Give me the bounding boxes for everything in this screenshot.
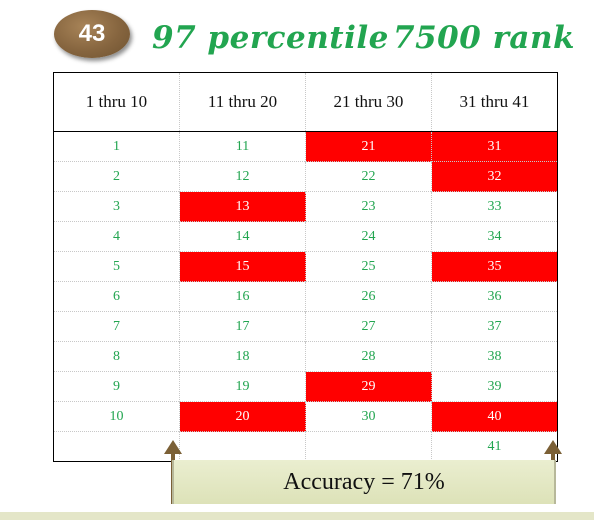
table-row: 6 16 26 36 bbox=[53, 281, 558, 312]
question-cell: 30 bbox=[305, 401, 432, 432]
question-cell: 38 bbox=[431, 341, 558, 372]
question-cell bbox=[53, 431, 180, 462]
question-cell: 16 bbox=[179, 281, 306, 312]
question-number-badge: 43 bbox=[54, 10, 130, 58]
question-cell-missed: 40 bbox=[431, 401, 558, 432]
question-cell: 24 bbox=[305, 221, 432, 252]
accuracy-banner: Accuracy = 71% bbox=[172, 460, 556, 504]
question-cell-missed: 29 bbox=[305, 371, 432, 402]
question-cell-missed: 35 bbox=[431, 251, 558, 282]
question-cell bbox=[179, 431, 306, 462]
table-row: 7 17 27 37 bbox=[53, 311, 558, 342]
question-cell: 12 bbox=[179, 161, 306, 192]
question-cell-missed: 20 bbox=[179, 401, 306, 432]
question-cell-missed: 15 bbox=[179, 251, 306, 282]
table-row: 9 19 29 39 bbox=[53, 371, 558, 402]
question-cell-missed: 32 bbox=[431, 161, 558, 192]
table-row: 4 14 24 34 bbox=[53, 221, 558, 252]
column-header: 11 thru 20 bbox=[179, 72, 306, 132]
table-row: 2 12 22 32 bbox=[53, 161, 558, 192]
table-row: 5 15 25 35 bbox=[53, 251, 558, 282]
table-row: 8 18 28 38 bbox=[53, 341, 558, 372]
question-cell: 22 bbox=[305, 161, 432, 192]
rank-heading: 7500 rank bbox=[393, 20, 576, 56]
question-cell: 23 bbox=[305, 191, 432, 222]
question-cell: 36 bbox=[431, 281, 558, 312]
question-number: 43 bbox=[78, 20, 106, 47]
question-cell: 10 bbox=[53, 401, 180, 432]
question-cell: 7 bbox=[53, 311, 180, 342]
table-header-row: 1 thru 10 11 thru 20 21 thru 30 31 thru … bbox=[53, 72, 558, 132]
question-cell: 8 bbox=[53, 341, 180, 372]
table-row: 10 20 30 40 bbox=[53, 401, 558, 432]
question-cell: 2 bbox=[53, 161, 180, 192]
table-row: 3 13 23 33 bbox=[53, 191, 558, 222]
question-cell: 28 bbox=[305, 341, 432, 372]
question-cell: 18 bbox=[179, 341, 306, 372]
question-cell: 14 bbox=[179, 221, 306, 252]
question-cell: 11 bbox=[179, 131, 306, 162]
column-header: 1 thru 10 bbox=[53, 72, 180, 132]
question-cell: 9 bbox=[53, 371, 180, 402]
table-body: 1 11 21 31 2 12 22 32 3 13 23 33 4 14 24 34 5 15 25 35 6 16 26… bbox=[53, 131, 558, 462]
question-cell: 19 bbox=[179, 371, 306, 402]
question-cell: 6 bbox=[53, 281, 180, 312]
table-row: 1 11 21 31 bbox=[53, 131, 558, 162]
question-cell: 33 bbox=[431, 191, 558, 222]
table-row: 41 bbox=[53, 431, 558, 462]
question-cell: 25 bbox=[305, 251, 432, 282]
question-cell: 39 bbox=[431, 371, 558, 402]
question-cell bbox=[305, 431, 432, 462]
column-header: 31 thru 41 bbox=[431, 72, 558, 132]
answer-table: 1 thru 10 11 thru 20 21 thru 30 31 thru … bbox=[53, 72, 558, 462]
question-cell: 5 bbox=[53, 251, 180, 282]
question-cell: 41 bbox=[431, 431, 558, 462]
question-cell-missed: 13 bbox=[179, 191, 306, 222]
question-cell: 37 bbox=[431, 311, 558, 342]
question-cell: 1 bbox=[53, 131, 180, 162]
question-cell-missed: 31 bbox=[431, 131, 558, 162]
question-cell: 17 bbox=[179, 311, 306, 342]
question-cell: 26 bbox=[305, 281, 432, 312]
question-cell: 34 bbox=[431, 221, 558, 252]
footer-bar bbox=[0, 512, 594, 520]
question-cell: 27 bbox=[305, 311, 432, 342]
column-header: 21 thru 30 bbox=[305, 72, 432, 132]
accuracy-label: Accuracy = 71% bbox=[283, 468, 445, 495]
percentile-heading: 97 percentile bbox=[152, 20, 389, 56]
question-cell-missed: 21 bbox=[305, 131, 432, 162]
question-cell: 3 bbox=[53, 191, 180, 222]
question-cell: 4 bbox=[53, 221, 180, 252]
